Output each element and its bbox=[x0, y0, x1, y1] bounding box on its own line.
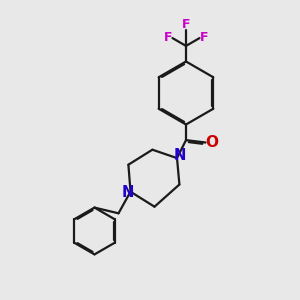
Text: F: F bbox=[182, 18, 190, 31]
Text: O: O bbox=[206, 135, 219, 150]
Text: N: N bbox=[122, 185, 134, 200]
Text: N: N bbox=[173, 148, 186, 163]
Text: F: F bbox=[200, 31, 208, 44]
Text: F: F bbox=[164, 31, 172, 44]
